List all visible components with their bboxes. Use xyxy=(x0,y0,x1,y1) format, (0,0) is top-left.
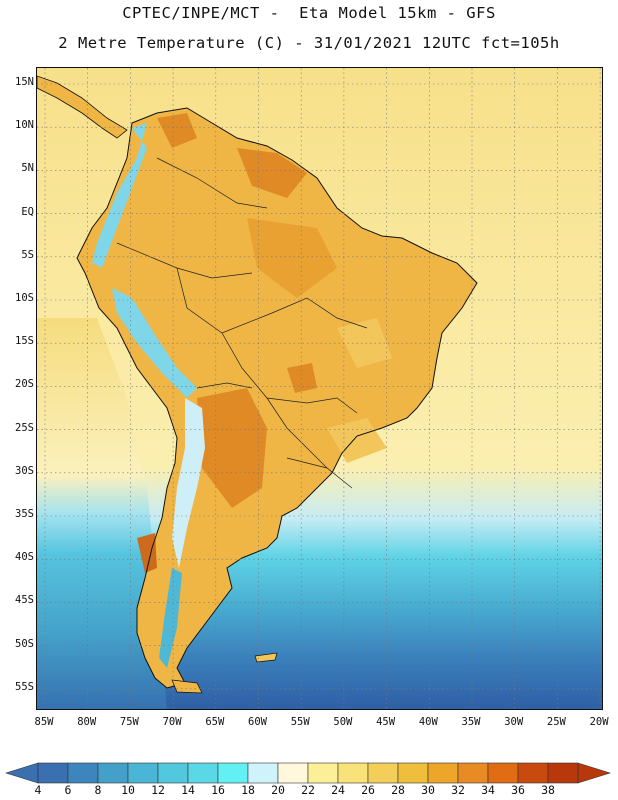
colorbar-swatch xyxy=(427,762,459,784)
colorbar-tick-label: 26 xyxy=(361,783,375,797)
colorbar-swatch xyxy=(397,762,429,784)
tierra-del-fuego xyxy=(171,679,203,694)
country-border xyxy=(286,457,353,489)
map-canvas xyxy=(37,68,602,709)
colorbar-swatch xyxy=(547,762,579,784)
latitude-label: 45S xyxy=(15,594,34,607)
map-subtitle: 2 Metre Temperature (C) - 31/01/2021 12U… xyxy=(58,34,560,52)
colorbar-tick-label: 28 xyxy=(391,783,405,797)
colorbar-tick-label: 22 xyxy=(301,783,315,797)
temperature-zone xyxy=(197,388,267,508)
longitude-label: 55W xyxy=(290,716,310,728)
longitude-label: 80W xyxy=(77,716,97,728)
colorbar-tick-label: 12 xyxy=(151,783,165,797)
colorbar-under-arrow xyxy=(4,762,39,784)
longitude-label: 40W xyxy=(418,716,438,728)
color-scale-bar xyxy=(4,762,612,784)
country-border xyxy=(196,382,253,389)
longitude-label: 35W xyxy=(461,716,481,728)
colorbar-swatch xyxy=(247,762,279,784)
colorbar-over-arrow xyxy=(577,762,612,784)
temperature-zone xyxy=(327,418,387,463)
latitude-label: 25S xyxy=(15,421,34,434)
country-border xyxy=(176,267,273,334)
country-border xyxy=(271,297,368,329)
colorbar-swatch xyxy=(97,762,129,784)
temperature-zone xyxy=(237,148,307,198)
temperature-zone xyxy=(157,113,197,148)
temperature-zone xyxy=(287,363,317,393)
colorbar-tick-label: 34 xyxy=(481,783,495,797)
colorbar-tick-label: 4 xyxy=(34,783,42,797)
longitude-label: 25W xyxy=(546,716,566,728)
colorbar-tick-label: 8 xyxy=(94,783,102,797)
temperature-zone xyxy=(137,533,157,573)
latitude-label: 35S xyxy=(15,508,34,520)
andes-cool-zone xyxy=(172,398,205,568)
map-title: CPTEC/INPE/MCT - Eta Model 15km - GFS xyxy=(122,4,496,22)
colorbar-tick-label: 20 xyxy=(271,783,285,797)
country-border xyxy=(306,397,358,414)
longitude-label: 60W xyxy=(248,716,267,728)
country-border xyxy=(266,397,328,469)
latitude-label: EQ xyxy=(21,205,34,218)
andes-cool-zone xyxy=(159,568,182,668)
longitude-label: 50W xyxy=(333,716,353,728)
colorbar-tick-label: 36 xyxy=(511,783,525,797)
colorbar-swatch xyxy=(337,762,369,784)
colorbar-swatch xyxy=(307,762,339,784)
longitude-label: 20W xyxy=(589,716,609,728)
andes-cool-zone xyxy=(92,123,147,268)
colorbar-tick-label: 32 xyxy=(451,783,465,797)
longitude-label: 65W xyxy=(205,716,225,728)
colorbar-tick-label: 14 xyxy=(181,783,195,797)
colorbar-tick-label: 30 xyxy=(421,783,435,797)
colorbar-swatch xyxy=(487,762,519,784)
central-america-landmass xyxy=(37,75,128,139)
longitude-label: 70W xyxy=(162,716,182,728)
colorbar-swatch xyxy=(367,762,399,784)
latitude-label: 15N xyxy=(15,76,34,88)
colorbar-tick-label: 18 xyxy=(241,783,255,797)
colorbar-swatch xyxy=(37,762,69,784)
country-border xyxy=(116,242,253,279)
colorbar-tick-label: 16 xyxy=(211,783,225,797)
colorbar-tick-label: 38 xyxy=(541,783,555,797)
latitude-label: 30S xyxy=(15,464,34,477)
latitude-label: 55S xyxy=(15,680,34,693)
country-border xyxy=(156,157,268,209)
latitude-label: 10N xyxy=(15,119,34,132)
colorbar-swatch xyxy=(157,762,189,784)
temperature-map xyxy=(36,67,603,710)
latitude-label: 40S xyxy=(15,551,34,564)
latitude-label: 20S xyxy=(15,378,34,391)
colorbar-swatch xyxy=(217,762,249,784)
longitude-label: 75W xyxy=(119,716,139,728)
temperature-zone xyxy=(337,318,392,368)
colorbar-swatch xyxy=(127,762,159,784)
colorbar-swatch xyxy=(187,762,219,784)
longitude-label: 30W xyxy=(504,716,524,728)
colorbar-tick-label: 6 xyxy=(64,783,72,797)
colorbar-tick-label: 10 xyxy=(121,783,135,797)
colorbar-swatch xyxy=(277,762,309,784)
latitude-label: 5S xyxy=(21,248,34,261)
colorbar-swatch xyxy=(517,762,549,784)
latitude-label: 10S xyxy=(15,292,34,304)
colorbar-swatch xyxy=(67,762,99,784)
latitude-label: 50S xyxy=(15,637,34,650)
country-border xyxy=(221,332,308,404)
temperature-zone xyxy=(247,218,337,298)
colorbar-tick-label: 24 xyxy=(331,783,345,797)
coastline xyxy=(76,107,478,689)
colorbar-swatch xyxy=(457,762,489,784)
falkland-islands xyxy=(254,652,278,663)
latitude-label: 5N xyxy=(21,162,34,175)
longitude-label: 85W xyxy=(34,716,54,728)
latitude-label: 15S xyxy=(15,335,34,348)
longitude-label: 45W xyxy=(376,716,396,728)
